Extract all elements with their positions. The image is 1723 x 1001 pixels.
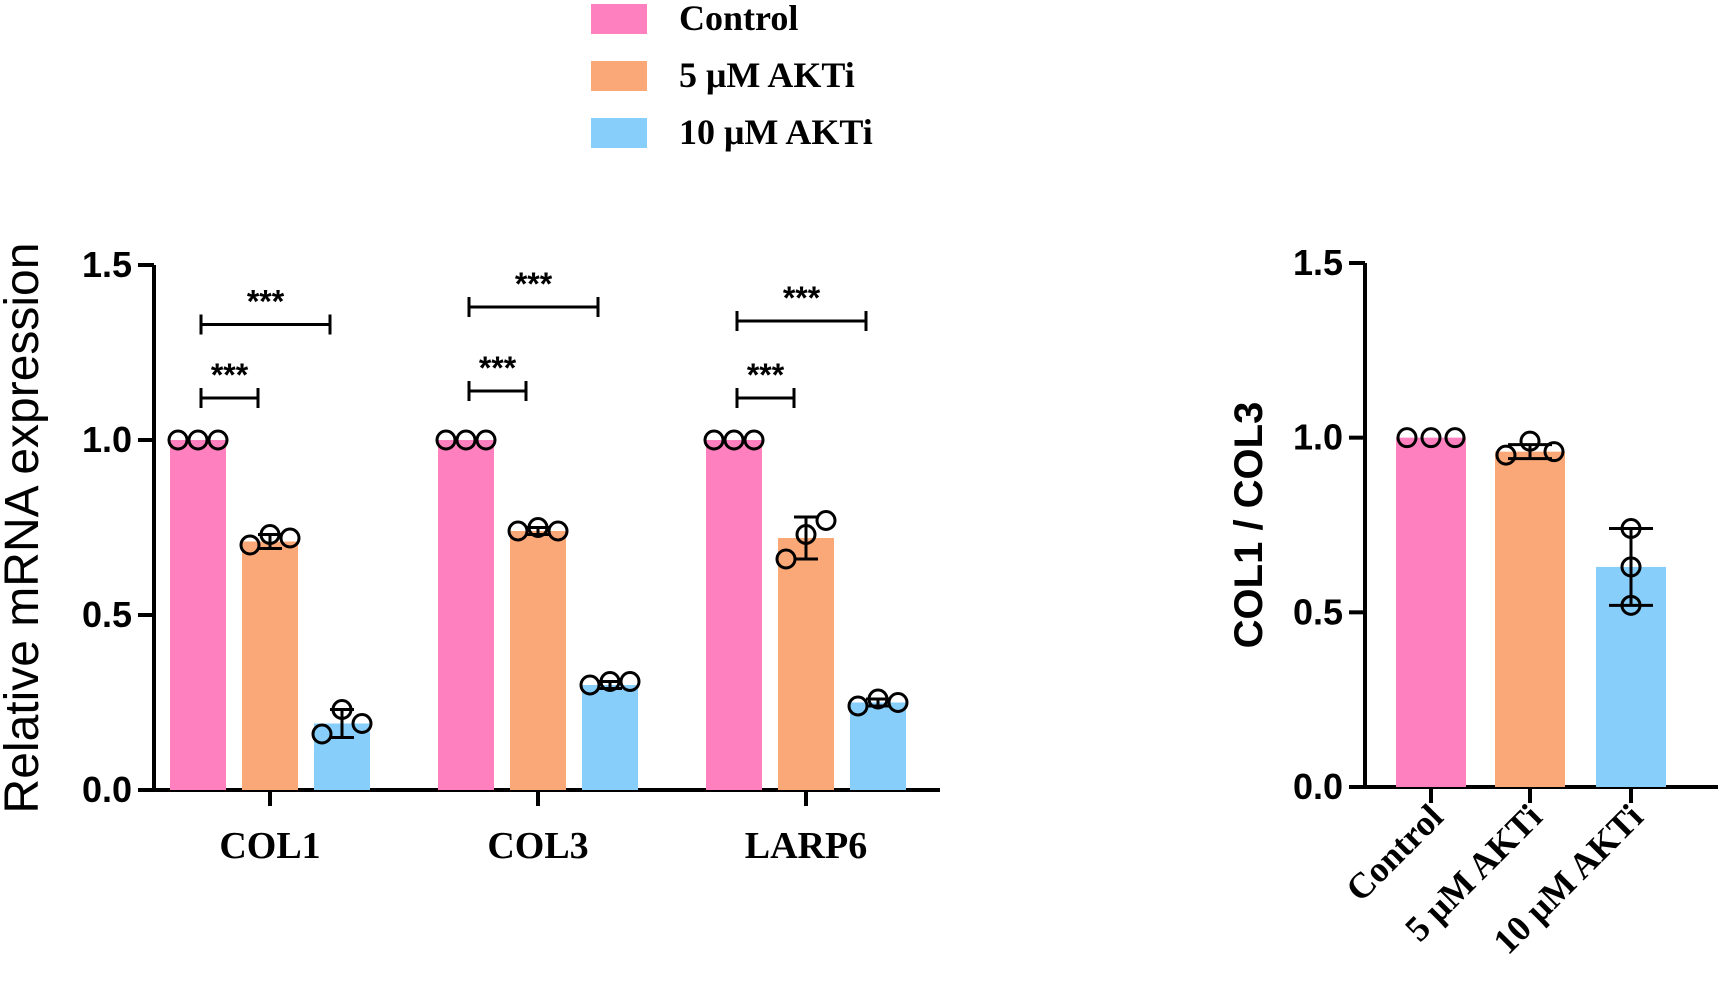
bar [582, 685, 638, 790]
data-point [527, 517, 549, 538]
data-point [167, 429, 189, 451]
bar [438, 440, 494, 790]
data-point [1519, 430, 1541, 452]
data-point [887, 692, 909, 713]
legend-label: 10 μM AKTi [679, 112, 873, 152]
data-point [351, 713, 373, 734]
y-axis-title: COL1 / COL3 [1227, 402, 1271, 649]
data-point [723, 429, 745, 451]
data-point [867, 688, 889, 710]
bar [706, 440, 762, 790]
bar [1396, 437, 1466, 787]
data-point [455, 429, 477, 451]
bar [778, 538, 834, 790]
data-point [1620, 517, 1642, 539]
mrna-expression-chart: 0.0 0.5 1.0 1.5 COL1 COL3 LARP6 Relative mRNA e… [0, 243, 940, 867]
y-tick-label: 0.0 [1293, 766, 1343, 807]
bar [1495, 451, 1565, 787]
data-point [703, 429, 725, 451]
data-point [279, 527, 301, 549]
data-point [1543, 441, 1565, 463]
data-point [435, 429, 457, 451]
data-point [847, 695, 869, 717]
legend-swatch [591, 118, 647, 148]
y-tick-label: 1.5 [1293, 242, 1343, 283]
significance-label: *** [247, 284, 285, 320]
y-tick-label: 1.0 [1293, 417, 1343, 458]
significance-label: *** [747, 357, 785, 393]
data-point [507, 520, 529, 542]
data-point [187, 429, 209, 451]
data-point [1420, 427, 1442, 449]
data-point [207, 429, 229, 451]
data-point [1620, 594, 1642, 616]
y-tick-label: 0.5 [1293, 591, 1343, 632]
data-point [599, 671, 621, 692]
bar [510, 531, 566, 790]
significance-label: *** [211, 357, 249, 393]
data-point [579, 674, 601, 696]
legend-swatch [591, 4, 647, 34]
y-tick-label: 0.5 [82, 594, 132, 635]
legend-swatch [591, 61, 647, 91]
data-point [259, 524, 281, 545]
data-point [331, 699, 353, 720]
y-tick-label: 0.0 [82, 769, 132, 810]
data-point [1444, 427, 1466, 449]
x-tick-label: COL1 [219, 825, 320, 867]
bar [170, 440, 226, 790]
data-point [815, 510, 837, 531]
data-point [743, 429, 765, 451]
significance-label: *** [515, 266, 553, 302]
x-tick-label: LARP6 [745, 825, 867, 867]
data-point [311, 723, 333, 745]
y-axis-title: Relative mRNA expression [0, 243, 49, 814]
data-point [795, 524, 817, 545]
bar [242, 541, 298, 790]
data-point [619, 671, 641, 692]
significance-label: *** [783, 280, 821, 316]
bar [850, 702, 906, 790]
legend: Control 5 μM AKTi 10 μM AKTi [591, 0, 873, 152]
y-tick-label: 1.0 [82, 419, 132, 460]
data-point [1620, 556, 1642, 578]
data-point [239, 534, 261, 556]
legend-label: Control [679, 0, 798, 38]
data-point [475, 429, 497, 451]
x-tick-label: COL3 [487, 825, 588, 867]
legend-label: 5 μM AKTi [679, 55, 855, 95]
y-tick-label: 1.5 [82, 244, 132, 285]
data-point [775, 548, 797, 570]
significance-label: *** [479, 350, 517, 386]
data-point [1396, 427, 1418, 449]
data-point [1495, 444, 1517, 466]
data-point [547, 520, 569, 542]
